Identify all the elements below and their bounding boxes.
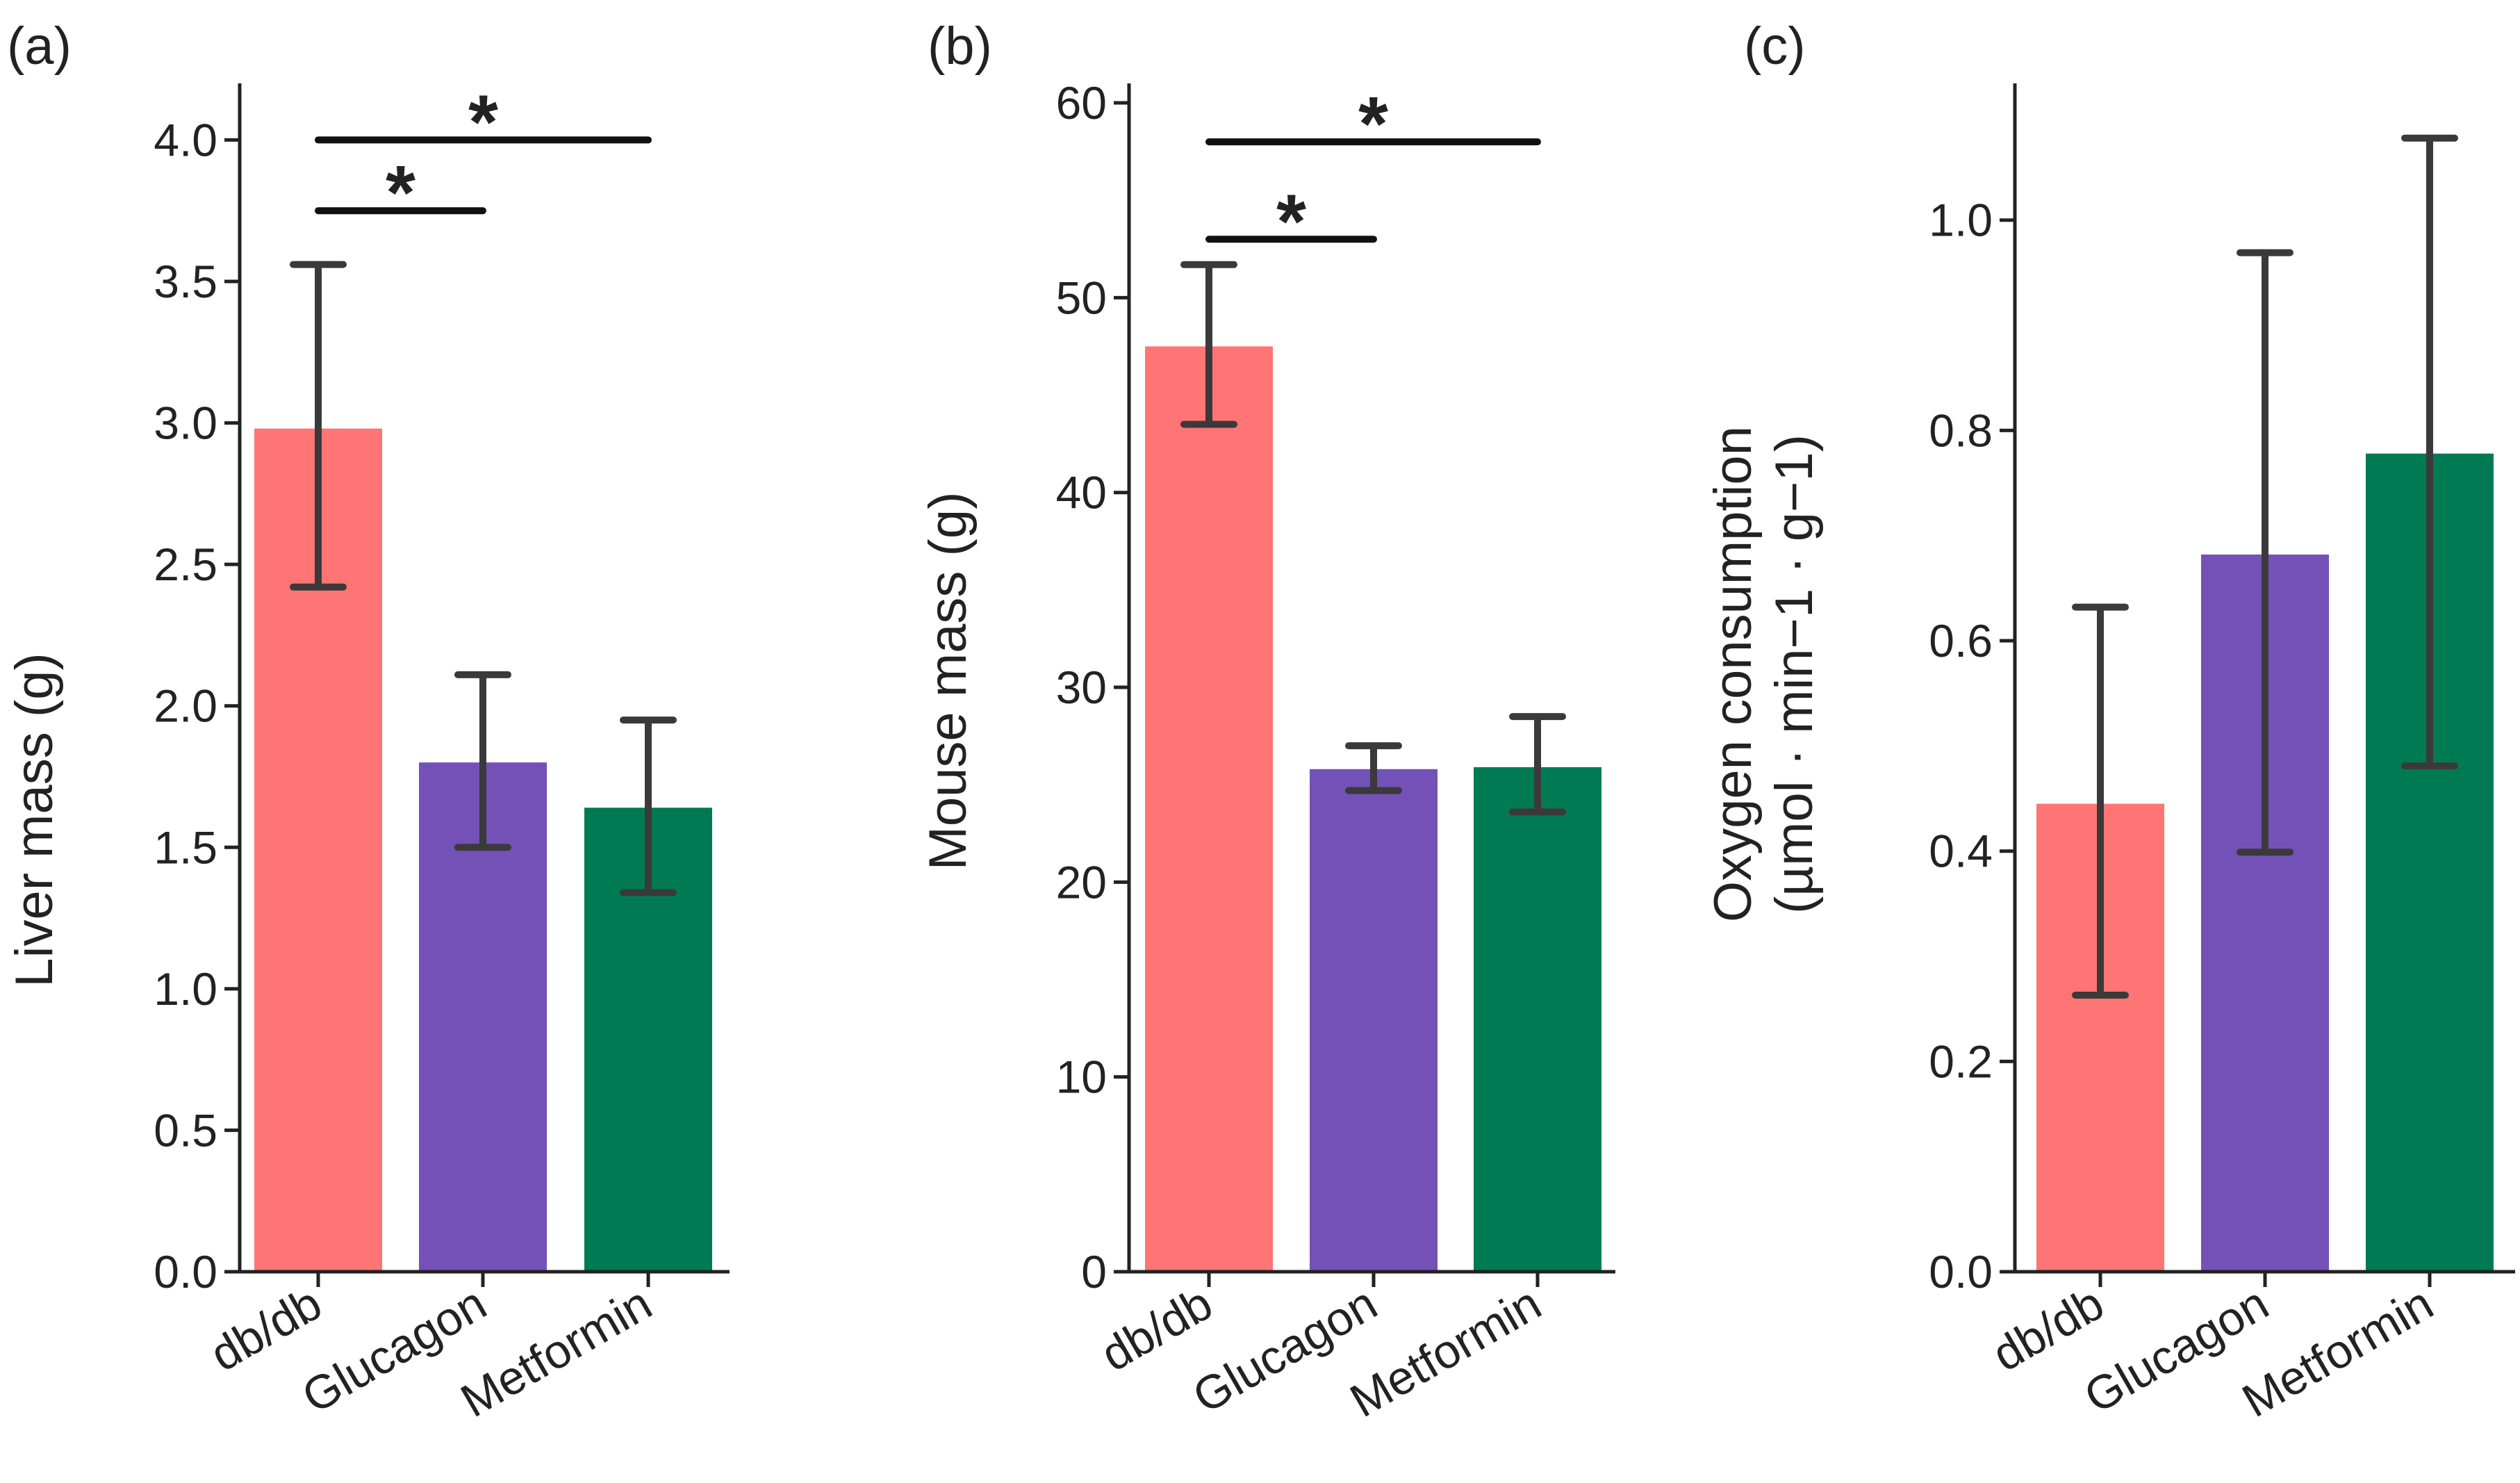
panel-c-ytick-label: 0.4 [1929, 826, 1993, 877]
panel-b-ylabel: Mouse mass (g) [919, 492, 978, 871]
panel-c-ylabel-line-1: Oxygen consumption [1704, 426, 1763, 922]
panel-a-significance-star: * [468, 79, 498, 165]
panel-c-ytick-label: 0.8 [1929, 404, 1993, 456]
panel-b-ytick-label: 30 [1056, 662, 1107, 713]
panel-b-bar-glucagon [1310, 769, 1438, 1272]
panel-b-ytick-label: 50 [1056, 272, 1107, 323]
panel-a-significance-star: * [386, 150, 415, 236]
panel-c-ytick-label: 1.0 [1929, 195, 1993, 246]
panel-a-ytick-label: 1.0 [154, 963, 217, 1015]
panel-c-errorbar-metformin [2401, 134, 2458, 770]
panel-a-ytick-label: 2.5 [154, 539, 217, 590]
panel-b-errorbar-metformin [1509, 713, 1566, 816]
panel-a-errorbar-db-db [290, 261, 347, 591]
panel-c-ytick-label: 0.0 [1929, 1246, 1993, 1297]
panel-b-ytick-label: 40 [1056, 467, 1107, 518]
panel-b-bar-metformin [1474, 767, 1601, 1272]
panel-c-ylabel-line-2: (µmol · min−1 · g−1) [1765, 434, 1824, 914]
panel-a-ytick-label: 3.5 [154, 256, 217, 307]
panel-a-ytick-label: 0.5 [154, 1104, 217, 1156]
panel-a: (a)0.00.51.01.52.02.53.03.54.0db/dbGluca… [5, 17, 730, 1427]
panel-a-significance-1: * [315, 150, 486, 236]
panel-a-ytick-label: 4.0 [154, 114, 217, 165]
panel-a-errorbar-glucagon [454, 671, 511, 851]
panel-c-errorbar-db-db [2072, 603, 2129, 999]
panel-a-ytick-label: 0.0 [154, 1246, 217, 1297]
panel-b-significance-1: * [1205, 179, 1377, 264]
panel-c-label: (c) [1744, 17, 1806, 76]
panel-b-errorbar-glucagon [1345, 742, 1402, 794]
panel-a-errorbar-metformin [620, 716, 677, 896]
panel-a-label: (a) [7, 17, 72, 76]
panel-b-ytick-label: 0 [1081, 1246, 1107, 1297]
panel-b-errorbar-db-db [1180, 261, 1237, 428]
panel-a-significance-2: * [315, 79, 652, 165]
panel-c-ytick-label: 0.6 [1929, 615, 1993, 666]
panel-b-ytick-label: 60 [1056, 77, 1107, 129]
panel-b-significance-2: * [1205, 81, 1541, 167]
panel-b-label: (b) [928, 17, 992, 76]
panel-c-ytick-label: 0.2 [1929, 1035, 1993, 1087]
panel-a-ylabel: Liver mass (g) [5, 653, 64, 987]
panel-b-significance-star: * [1358, 81, 1388, 167]
panel-b-bar-db-db [1145, 346, 1273, 1272]
panel-b-ytick-label: 10 [1056, 1051, 1107, 1103]
panel-b-ytick-label: 20 [1056, 856, 1107, 908]
panel-a-ytick-label: 3.0 [154, 398, 217, 449]
panel-b-significance-star: * [1276, 179, 1306, 264]
panel-a-ytick-label: 1.5 [154, 821, 217, 873]
panel-a-ytick-label: 2.0 [154, 680, 217, 732]
panel-c-errorbar-glucagon [2237, 249, 2293, 856]
